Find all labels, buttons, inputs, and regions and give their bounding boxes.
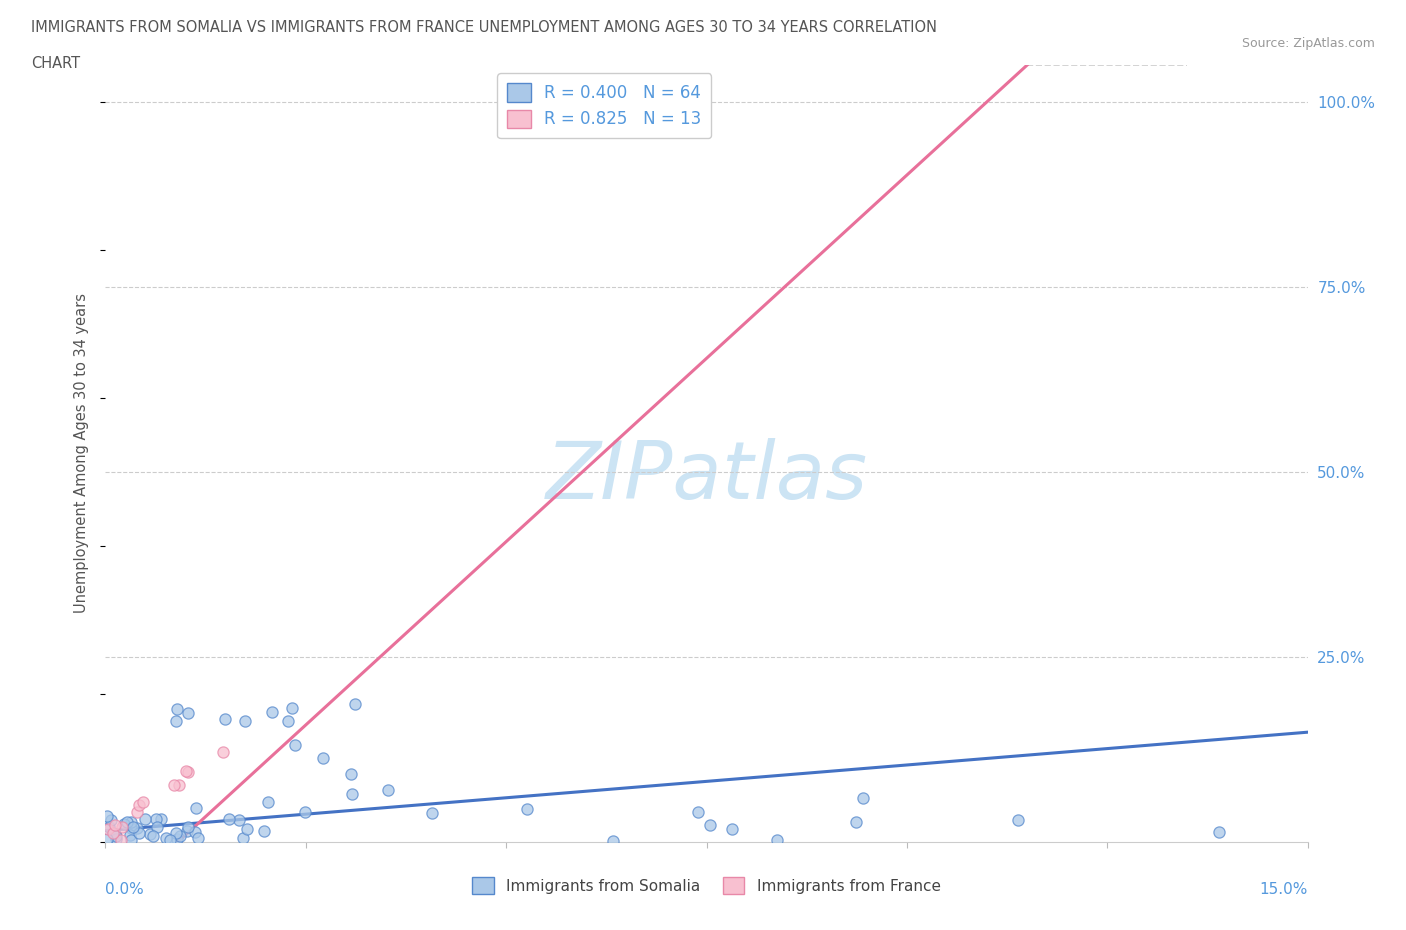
Point: [155, 830, 177, 845]
Point: [228, 813, 250, 828]
Point: [845, 815, 868, 830]
Point: [125, 821, 148, 836]
Point: [176, 824, 198, 839]
Point: [112, 817, 135, 831]
Point: [699, 817, 721, 832]
Point: [257, 795, 280, 810]
Point: [253, 824, 276, 839]
Point: [177, 706, 200, 721]
Point: [177, 764, 200, 779]
Point: [1007, 812, 1029, 827]
Point: [134, 812, 156, 827]
Point: [169, 829, 191, 844]
Point: [721, 821, 744, 836]
Point: [166, 831, 188, 846]
Point: [104, 827, 127, 842]
Point: [145, 819, 167, 834]
Point: [340, 767, 363, 782]
Point: [145, 812, 167, 827]
Point: [132, 794, 155, 809]
Point: [284, 737, 307, 752]
Point: [120, 821, 142, 836]
Point: [766, 832, 789, 847]
Point: [104, 817, 127, 832]
Point: [516, 802, 538, 817]
Point: [100, 812, 122, 827]
Point: [96, 832, 118, 847]
Point: [104, 829, 127, 844]
Point: [602, 834, 624, 849]
Point: [150, 811, 173, 826]
Legend: Immigrants from Somalia, Immigrants from France: Immigrants from Somalia, Immigrants from…: [467, 871, 946, 900]
Point: [294, 804, 316, 819]
Point: [218, 811, 240, 826]
Point: [174, 764, 197, 778]
Text: CHART: CHART: [31, 56, 80, 71]
Point: [165, 826, 187, 841]
Point: [184, 801, 207, 816]
Point: [177, 819, 200, 834]
Point: [214, 711, 236, 726]
Point: [1208, 824, 1230, 839]
Point: [110, 832, 132, 847]
Text: 0.0%: 0.0%: [105, 883, 145, 897]
Point: [377, 782, 399, 797]
Point: [103, 825, 125, 840]
Point: [420, 805, 443, 820]
Point: [232, 830, 254, 845]
Point: [125, 805, 148, 820]
Point: [120, 815, 142, 830]
Point: [851, 790, 873, 805]
Text: ZIPatlas: ZIPatlas: [546, 438, 868, 515]
Point: [98, 819, 121, 834]
Point: [311, 751, 333, 766]
Point: [277, 713, 299, 728]
Text: Source: ZipAtlas.com: Source: ZipAtlas.com: [1241, 37, 1375, 50]
Point: [104, 831, 127, 846]
Point: [342, 786, 364, 801]
Point: [128, 825, 150, 840]
Point: [183, 824, 205, 839]
Y-axis label: Unemployment Among Ages 30 to 34 years: Unemployment Among Ages 30 to 34 years: [75, 293, 90, 614]
Point: [165, 714, 187, 729]
Point: [122, 819, 145, 834]
Point: [115, 814, 138, 829]
Point: [686, 804, 709, 819]
Point: [187, 830, 209, 845]
Point: [236, 821, 259, 836]
Point: [120, 828, 142, 843]
Point: [262, 704, 284, 719]
Point: [139, 827, 162, 842]
Point: [96, 808, 118, 823]
Point: [212, 745, 235, 760]
Point: [111, 819, 134, 834]
Point: [281, 701, 304, 716]
Point: [159, 833, 181, 848]
Point: [166, 701, 188, 716]
Point: [167, 778, 190, 793]
Point: [163, 777, 186, 792]
Point: [128, 798, 150, 813]
Point: [343, 697, 366, 711]
Point: [233, 713, 256, 728]
Point: [97, 821, 120, 836]
Point: [142, 829, 165, 844]
Text: 15.0%: 15.0%: [1260, 883, 1308, 897]
Text: IMMIGRANTS FROM SOMALIA VS IMMIGRANTS FROM FRANCE UNEMPLOYMENT AMONG AGES 30 TO : IMMIGRANTS FROM SOMALIA VS IMMIGRANTS FR…: [31, 20, 936, 35]
Point: [120, 832, 142, 847]
